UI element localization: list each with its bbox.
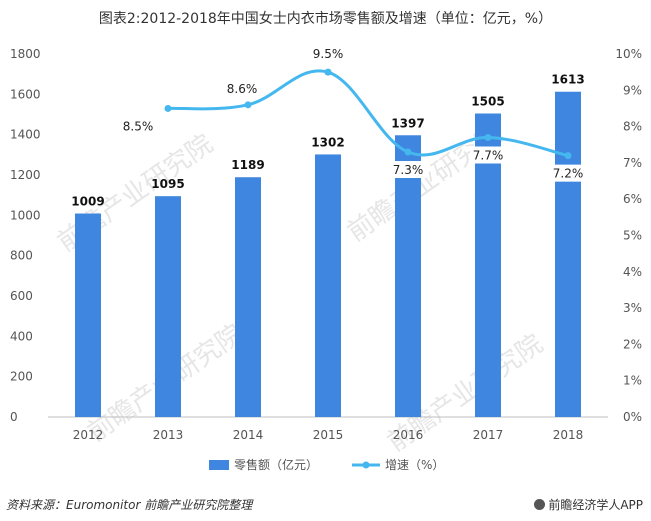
bar (235, 177, 261, 417)
growth-label-bg (470, 146, 506, 164)
bar (315, 154, 341, 417)
bar (155, 196, 181, 417)
y-right-tick-label: 9% (623, 83, 642, 97)
y-right-tick-label: 6% (623, 192, 642, 206)
y-right-tick-label: 4% (623, 265, 642, 279)
y-left-tick-label: 1800 (10, 47, 41, 61)
growth-label-bg (224, 79, 260, 97)
x-tick-label: 2017 (473, 428, 504, 442)
x-tick-label: 2013 (153, 428, 184, 442)
bar-value-label: 1189 (231, 158, 264, 172)
bar-value-label: 1009 (71, 195, 104, 209)
growth-label-bg (120, 117, 156, 135)
bar (475, 113, 501, 417)
growth-point (404, 148, 412, 156)
y-right-tick-label: 7% (623, 156, 642, 170)
x-tick-label: 2012 (73, 428, 104, 442)
growth-value-label: 8.6% (227, 82, 258, 96)
y-left-tick-label: 1400 (10, 128, 41, 142)
x-tick-label: 2015 (313, 428, 344, 442)
legend-line-label: 增速（%） (385, 458, 444, 472)
legend-line-marker (362, 461, 370, 469)
brand-logo-icon (534, 499, 546, 510)
legend-bar-swatch (209, 460, 229, 470)
bar-value-label: 1397 (391, 116, 424, 130)
brand-credit: 前瞻经济学人APP (534, 496, 643, 513)
source-note: 资料来源：Euromonitor 前瞻产业研究院整理 (6, 498, 253, 512)
bar (395, 135, 421, 417)
y-right-tick-label: 1% (623, 374, 642, 388)
legend-bar-label: 零售额（亿元） (234, 457, 318, 472)
bar-value-label: 1095 (151, 177, 184, 191)
growth-value-label: 8.5% (123, 119, 154, 133)
y-left-tick-label: 0 (10, 410, 18, 424)
growth-label-bg (390, 161, 426, 179)
y-left-tick-label: 1000 (10, 208, 41, 222)
y-left-tick-label: 600 (10, 289, 33, 303)
bar (75, 213, 101, 417)
growth-value-label: 9.5% (313, 47, 344, 61)
x-tick-label: 2016 (393, 428, 424, 442)
bar-value-label: 1302 (311, 135, 344, 149)
brand-name: 前瞻经济学人APP (548, 498, 643, 512)
y-right-tick-label: 3% (623, 301, 642, 315)
y-left-tick-label: 200 (10, 370, 33, 384)
bar (555, 91, 581, 417)
bar-value-label: 1505 (471, 94, 504, 108)
y-left-tick-label: 1600 (10, 87, 41, 101)
y-left-tick-label: 1200 (10, 168, 41, 182)
x-tick-label: 2014 (233, 428, 264, 442)
growth-value-label: 7.3% (393, 163, 424, 177)
growth-label-bg (550, 164, 586, 182)
y-left-tick-label: 800 (10, 249, 33, 263)
y-right-tick-label: 0% (623, 410, 642, 424)
x-tick-label: 2018 (553, 428, 584, 442)
growth-point (244, 101, 252, 109)
growth-value-label: 7.7% (473, 148, 504, 162)
growth-value-label: 7.2% (553, 167, 584, 181)
bar-value-label: 1613 (551, 73, 584, 87)
y-left-tick-label: 400 (10, 329, 33, 343)
growth-point (564, 152, 572, 160)
growth-point (164, 104, 172, 112)
growth-point (484, 133, 492, 141)
y-right-tick-label: 5% (623, 229, 642, 243)
y-right-tick-label: 2% (623, 337, 642, 351)
y-right-tick-label: 10% (615, 47, 642, 61)
growth-point (324, 68, 332, 76)
y-right-tick-label: 8% (623, 120, 642, 134)
chart-title: 图表2:2012-2018年中国女士内衣市场零售额及增速（单位：亿元，%） (98, 11, 553, 27)
growth-label-bg (310, 45, 346, 63)
